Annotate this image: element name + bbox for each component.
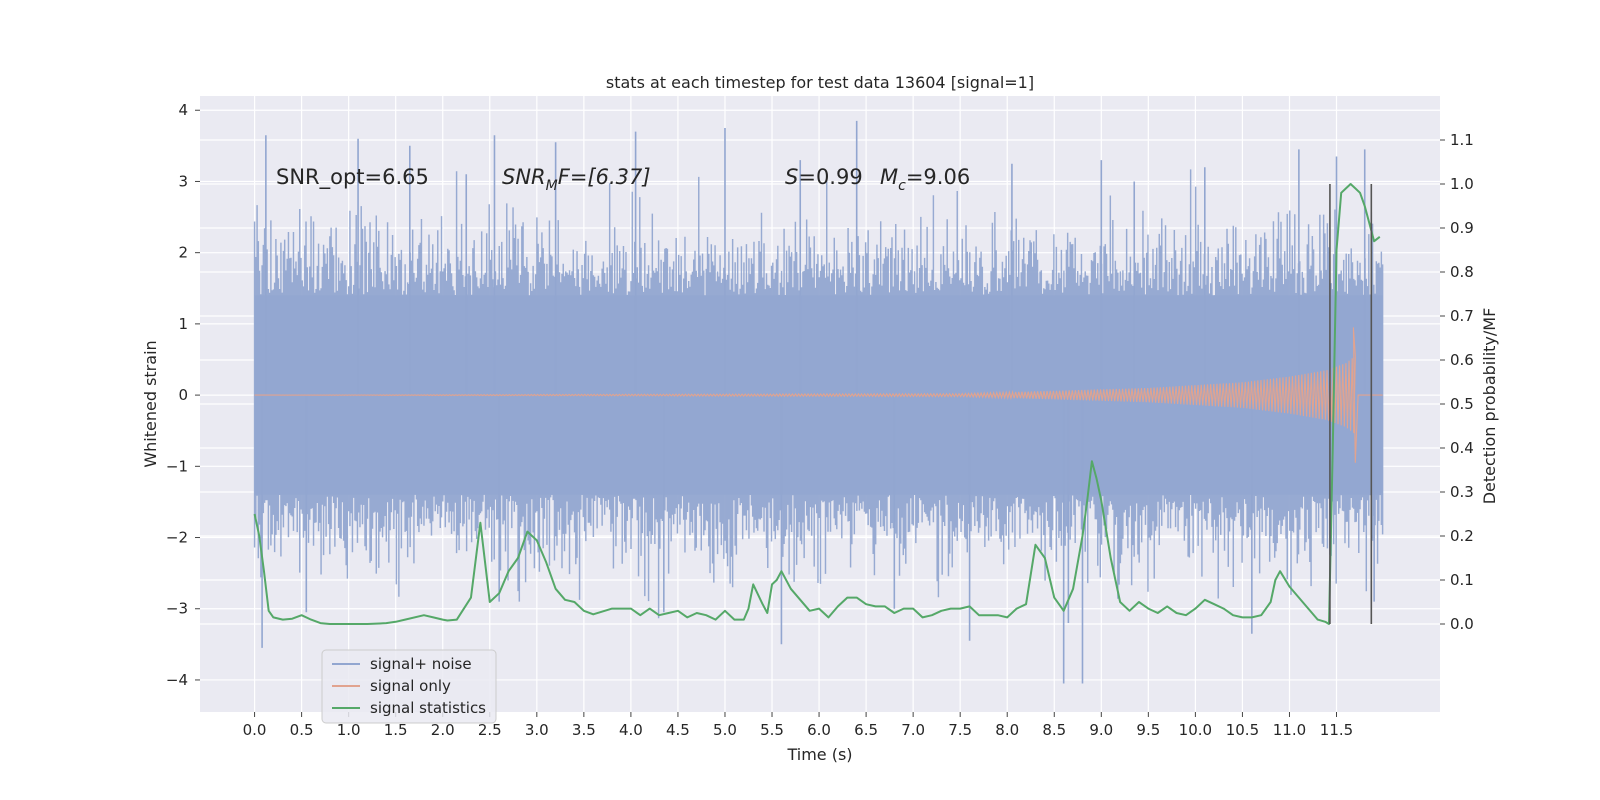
legend-label-signal-only: signal only	[370, 677, 451, 695]
x-tick-label-12: 6.0	[807, 721, 831, 739]
annotation-snr-mf-name: SNR	[502, 165, 546, 189]
y-left-tick-label-3: 1	[178, 315, 188, 333]
x-tick-label-18: 9.0	[1089, 721, 1113, 739]
y-right-tick-label-3: 0.8	[1450, 263, 1474, 281]
chart-title: stats at each timestep for test data 136…	[606, 73, 1034, 92]
y-left-tick-label-7: −3	[166, 600, 188, 618]
x-axis-ticks: 0.0 0.5 1.0 1.5 2.0 2.5 3.0 3.5 4.0 4.5 5.0 5.5 6.0 6…	[243, 712, 1353, 739]
signal-only-line	[254, 327, 1383, 463]
signal-noise-peaks	[261, 120, 1375, 684]
annotation-mc: Mc=9.06	[880, 165, 970, 194]
y-right-tick-label-1: 1.0	[1450, 175, 1474, 193]
legend: signal+ noise signal only signal statist…	[321, 649, 497, 724]
x-tick-label-11: 5.5	[760, 721, 784, 739]
x-tick-label-1: 0.5	[290, 721, 314, 739]
y-axis-label: Whitened strain	[141, 340, 160, 467]
series-signal-statistics	[253, 183, 1381, 625]
x-tick-label-17: 8.5	[1042, 721, 1066, 739]
x-tick-label-23: 11.5	[1320, 721, 1353, 739]
x-tick-label-13: 6.5	[854, 721, 878, 739]
x-tick-label-14: 7.0	[901, 721, 925, 739]
x-axis-label: Time (s)	[786, 745, 852, 764]
signal-statistics-line	[253, 183, 1381, 625]
vertical-markers	[1329, 184, 1373, 624]
annotation-snr-mf-rest: F=[6.37]	[558, 165, 651, 189]
y-left-tick-label-5: −1	[166, 457, 188, 475]
y-left-tick-label-4: 0	[178, 386, 188, 404]
y-left-tick-label-0: 4	[178, 101, 188, 119]
x-tick-label-20: 10.0	[1179, 721, 1212, 739]
x-tick-label-6: 3.0	[525, 721, 549, 739]
y-left-tick-label-6: −2	[166, 529, 188, 547]
right-y-axis-ticks: 1.1 1.0 0.9 0.8 0.7 0.6 0.5 0.4 0.3 0.2 0.1 0.0	[1440, 131, 1474, 633]
y-right-tick-label-8: 0.3	[1450, 483, 1474, 501]
y-right-tick-label-9: 0.2	[1450, 527, 1474, 545]
y-left-tick-label-1: 3	[178, 172, 188, 190]
y-left-tick-label-2: 2	[178, 244, 188, 262]
series-signal-only	[254, 327, 1383, 463]
y-left-tick-label-8: −4	[166, 671, 188, 689]
annotation-snr-mf-sub: M	[546, 178, 558, 194]
annotation-s: S=0.99	[785, 165, 863, 189]
x-tick-label-10: 5.0	[713, 721, 737, 739]
annotation-mc-value: =9.06	[906, 165, 970, 189]
annotation-s-value: =0.99	[798, 165, 862, 189]
annotation-s-label: S	[785, 165, 798, 189]
x-tick-label-9: 4.5	[666, 721, 690, 739]
legend-label-signal-statistics: signal statistics	[370, 699, 486, 717]
right-y-axis-label: Detection probability/MF	[1480, 308, 1499, 505]
y-right-tick-label-2: 0.9	[1450, 219, 1474, 237]
x-tick-label-19: 9.5	[1136, 721, 1160, 739]
y-right-tick-label-11: 0.0	[1450, 615, 1474, 633]
legend-label-signal-noise: signal+ noise	[370, 655, 472, 673]
x-tick-label-21: 10.5	[1226, 721, 1259, 739]
y-right-tick-label-7: 0.4	[1450, 439, 1474, 457]
left-y-axis-ticks: 4 3 2 1 0 −1 −2 −3 −4	[166, 101, 200, 689]
annotation-snr-mf: SNRMF=[6.37]	[502, 165, 651, 194]
y-right-tick-label-6: 0.5	[1450, 395, 1474, 413]
x-tick-label-15: 7.5	[948, 721, 972, 739]
x-tick-label-2: 1.0	[337, 721, 361, 739]
x-tick-label-8: 4.0	[619, 721, 643, 739]
annotation-mc-sub: c	[898, 178, 906, 194]
y-right-tick-label-4: 0.7	[1450, 307, 1474, 325]
x-tick-label-3: 1.5	[384, 721, 408, 739]
x-tick-label-22: 11.0	[1273, 721, 1306, 739]
x-tick-label-16: 8.0	[995, 721, 1019, 739]
y-right-tick-label-5: 0.6	[1450, 351, 1474, 369]
x-tick-label-7: 3.5	[572, 721, 596, 739]
x-tick-label-5: 2.5	[478, 721, 502, 739]
y-right-tick-label-0: 1.1	[1450, 131, 1474, 149]
annotation-mc-label: M	[880, 165, 898, 189]
legend-box	[321, 649, 497, 724]
y-right-tick-label-10: 0.1	[1450, 571, 1474, 589]
x-tick-label-0: 0.0	[243, 721, 267, 739]
x-tick-label-4: 2.0	[431, 721, 455, 739]
annotation-snr-opt: SNR_opt=6.65	[276, 165, 429, 190]
